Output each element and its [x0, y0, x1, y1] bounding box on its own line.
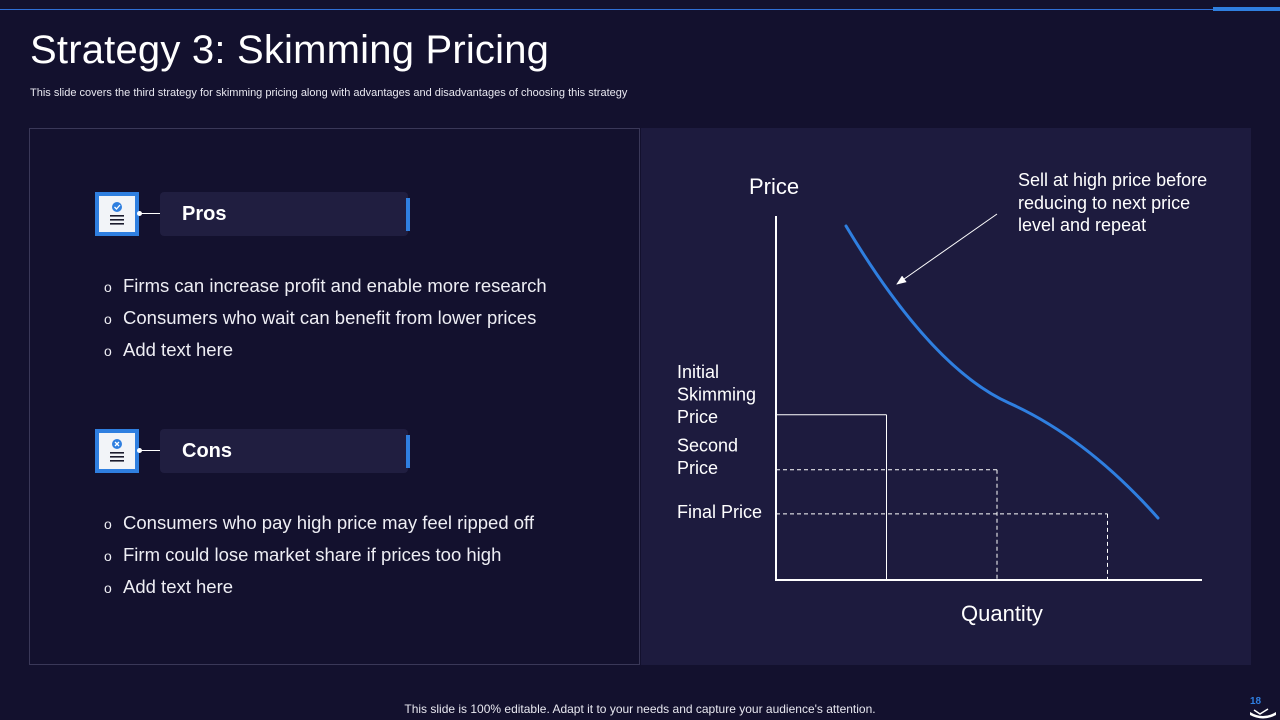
- page-subtitle: This slide covers the third strategy for…: [30, 87, 628, 99]
- list-item: o Consumers who wait can benefit from low…: [104, 302, 547, 334]
- pros-list: o Firms can increase profit and enable mo…: [104, 270, 547, 366]
- chart-annotation: Sell at high price before reducing to ne…: [1018, 170, 1212, 235]
- y-axis-label: Price: [749, 174, 799, 199]
- top-divider: [0, 9, 1280, 10]
- price-level-label: Initial Skimming Price: [677, 362, 756, 427]
- pros-connector: [139, 213, 160, 214]
- list-item: o Add text here: [104, 571, 534, 603]
- brand-logo-icon: [1250, 708, 1276, 719]
- document-check-icon: [95, 192, 139, 236]
- annotation-arrow: [896, 213, 998, 285]
- price-level-label: Final Price: [677, 502, 762, 522]
- bullet-marker: o: [104, 580, 112, 596]
- pros-label: Pros: [182, 203, 227, 225]
- list-item: o Firms can increase profit and enable mo…: [104, 270, 547, 302]
- list-item: o Consumers who pay high price may feel r…: [104, 507, 534, 539]
- list-item: o Firm could lose market share if prices …: [104, 539, 534, 571]
- cons-header-accent: [406, 435, 410, 468]
- demand-curve: [844, 224, 1160, 520]
- price-level-label: Second Price: [677, 435, 738, 478]
- page-number: 18: [1250, 696, 1262, 707]
- bullet-marker: o: [104, 343, 112, 359]
- bullet-marker: o: [104, 311, 112, 327]
- x-axis-label: Quantity: [961, 601, 1043, 626]
- cons-header: [160, 429, 408, 473]
- cons-connector: [139, 450, 160, 451]
- page-title: Strategy 3: Skimming Pricing: [30, 28, 550, 72]
- pros-header: [160, 192, 408, 236]
- document-x-icon: [95, 429, 139, 473]
- bullet-marker: o: [104, 548, 112, 564]
- footer-note: This slide is 100% editable. Adapt it to…: [404, 702, 876, 716]
- bullet-marker: o: [104, 279, 112, 295]
- bullet-marker: o: [104, 516, 112, 532]
- top-accent-bar: [1213, 7, 1280, 11]
- skimming-price-chart: Price Quantity Sell at high price before…: [677, 170, 1212, 626]
- pros-header-accent: [406, 198, 410, 231]
- list-item: o Add text here: [104, 334, 547, 366]
- chart-panel: [641, 128, 1251, 665]
- cons-list: o Consumers who pay high price may feel r…: [104, 507, 534, 603]
- cons-label: Cons: [182, 440, 232, 462]
